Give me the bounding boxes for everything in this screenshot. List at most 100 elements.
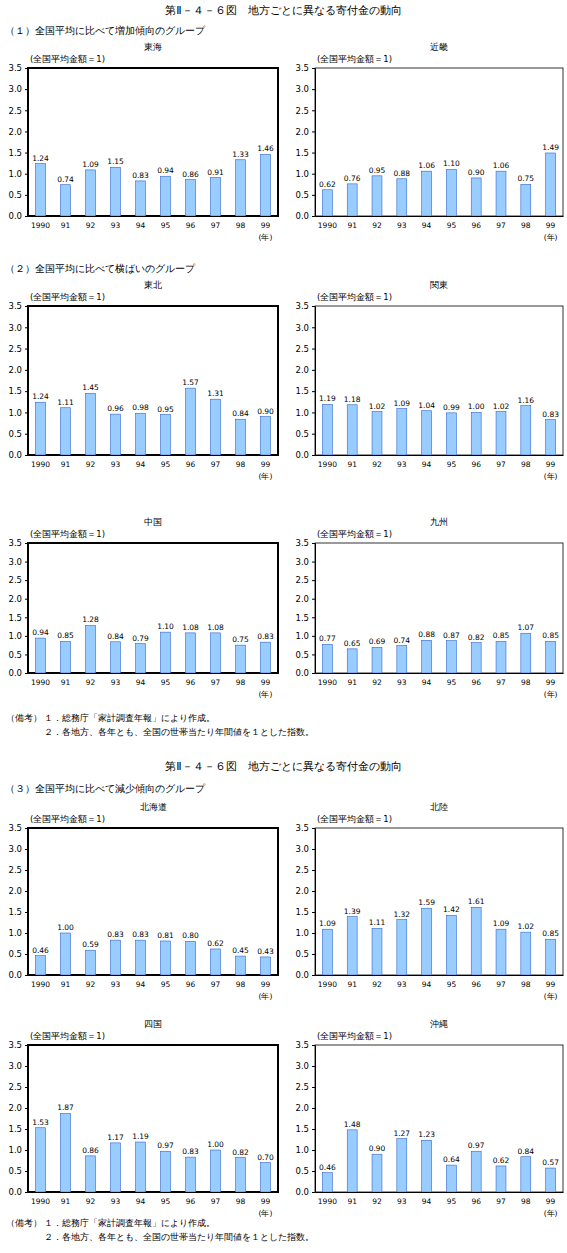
data-label: 0.46 [32, 946, 49, 955]
x-tick: 1990 [31, 1192, 50, 1206]
x-axis-label: (年) [544, 1209, 558, 1218]
x-tick: 91 [347, 975, 357, 989]
y-tick: 0.5 [295, 949, 315, 959]
x-tick: 1990 [318, 455, 337, 469]
x-tick-label: 92 [86, 221, 96, 230]
data-label: 1.24 [32, 392, 49, 401]
y-tick: 3.0 [8, 84, 28, 94]
x-tick-label: 92 [372, 678, 382, 687]
data-label: 0.65 [344, 639, 361, 648]
y-tick-mark [25, 1171, 28, 1172]
bars [322, 1130, 555, 1192]
y-tick-label: 3.5 [8, 823, 22, 833]
bar [61, 933, 71, 975]
x-tick-label: 1990 [31, 460, 50, 469]
x-tick-label: 97 [211, 460, 221, 469]
x-tick-label: 91 [347, 1197, 357, 1206]
y-tick-mark [25, 933, 28, 934]
x-tick: 91 [347, 1192, 357, 1206]
x-tick-label: 92 [86, 1197, 96, 1206]
data-label: 1.45 [82, 383, 99, 392]
data-label: 0.75 [517, 174, 534, 183]
y-tick-mark [312, 1066, 315, 1067]
x-tick-label: 93 [111, 1197, 121, 1206]
data-labels: 0.940.851.280.840.791.101.081.080.750.83 [32, 615, 274, 644]
data-labels: 0.461.000.590.830.830.810.800.620.450.43 [32, 923, 274, 956]
y-tick: 0.0 [295, 1187, 315, 1197]
data-label: 1.15 [107, 157, 124, 166]
y-tick: 3.0 [8, 557, 28, 567]
y-tick-label: 2.5 [295, 1082, 309, 1092]
x-tick: 99 [546, 1192, 556, 1206]
x-tick-label: 94 [136, 460, 146, 469]
y-tick-label: 1.0 [8, 928, 22, 938]
plot-frame [28, 828, 278, 975]
y-tick-label: 1.5 [295, 148, 309, 158]
x-tick-label: 96 [186, 678, 196, 687]
data-label: 0.85 [542, 631, 559, 640]
x-tick: 99 [261, 673, 271, 687]
x-tick-label: 93 [397, 980, 407, 989]
x-tick: 96 [471, 1192, 481, 1206]
y-tick-mark [25, 1150, 28, 1151]
data-label: 1.06 [418, 161, 435, 170]
x-tick: 94 [422, 673, 432, 687]
x-tick-label: 97 [211, 221, 221, 230]
y-tick-mark [312, 617, 315, 618]
y-tick-mark [312, 912, 315, 913]
chart: 中国(全国平均金額＝1)0.00.51.01.52.02.53.03.51990… [8, 517, 278, 699]
bar [496, 929, 506, 975]
y-tick-label: 0.5 [8, 190, 22, 200]
data-label: 1.27 [393, 1129, 410, 1138]
plot-frame [315, 68, 563, 216]
y-tick: 3.0 [295, 84, 315, 94]
y-tick-mark [312, 391, 315, 392]
data-label: 0.90 [369, 1144, 386, 1153]
y-tick-mark [312, 216, 315, 217]
plot-frame [315, 828, 563, 975]
x-tick-label: 99 [261, 980, 271, 989]
y-axis: 0.00.51.01.52.02.53.03.5 [295, 538, 315, 678]
chart: 九州(全国平均金額＝1)0.00.51.01.52.02.53.03.51990… [295, 517, 563, 699]
bars [36, 154, 271, 216]
y-tick-label: 1.5 [295, 613, 309, 623]
bar [446, 413, 456, 455]
y-tick: 3.5 [295, 1040, 315, 1050]
y-tick-label: 1.0 [295, 408, 309, 418]
y-tick: 0.5 [8, 429, 28, 439]
y-tick-mark [25, 636, 28, 637]
y-tick-mark [25, 912, 28, 913]
y-tick-label: 3.0 [295, 323, 309, 333]
bar [236, 160, 246, 216]
data-label: 1.46 [257, 144, 274, 153]
y-tick-mark [25, 349, 28, 350]
bar [261, 154, 271, 216]
plot-frame [315, 1045, 563, 1192]
y-tick: 2.0 [8, 365, 28, 375]
y-tick-label: 0.5 [295, 190, 309, 200]
x-axis-label: (年) [544, 472, 558, 481]
y-tick: 0.5 [295, 190, 315, 200]
y-tick-label: 2.5 [8, 344, 22, 354]
y-tick-mark [312, 306, 315, 307]
chart: 四国(全国平均金額＝1)0.00.51.01.52.02.53.03.51990… [8, 1019, 278, 1218]
y-tick-mark [312, 1171, 315, 1172]
x-axis-label: (年) [259, 233, 273, 242]
y-tick-label: 2.5 [8, 865, 22, 875]
y-tick-label: 1.5 [295, 386, 309, 396]
y-axis-line [25, 69, 29, 217]
data-label: 0.84 [107, 632, 124, 641]
y-tick-mark [312, 1045, 315, 1046]
group-heading: （３）全国平均に比べて減少傾向のグループ [5, 783, 206, 794]
y-tick: 1.5 [8, 613, 28, 623]
y-axis-line [312, 1046, 316, 1193]
data-label: 1.17 [107, 1133, 124, 1142]
x-tick: 98 [521, 975, 531, 989]
y-tick-mark [312, 153, 315, 154]
x-axis-label: (年) [259, 690, 273, 699]
y-tick-mark [25, 1087, 28, 1088]
y-tick-label: 0.5 [8, 650, 22, 660]
y-tick: 1.0 [8, 1145, 28, 1155]
y-tick-label: 3.0 [8, 844, 22, 854]
y-tick: 0.5 [295, 429, 315, 439]
